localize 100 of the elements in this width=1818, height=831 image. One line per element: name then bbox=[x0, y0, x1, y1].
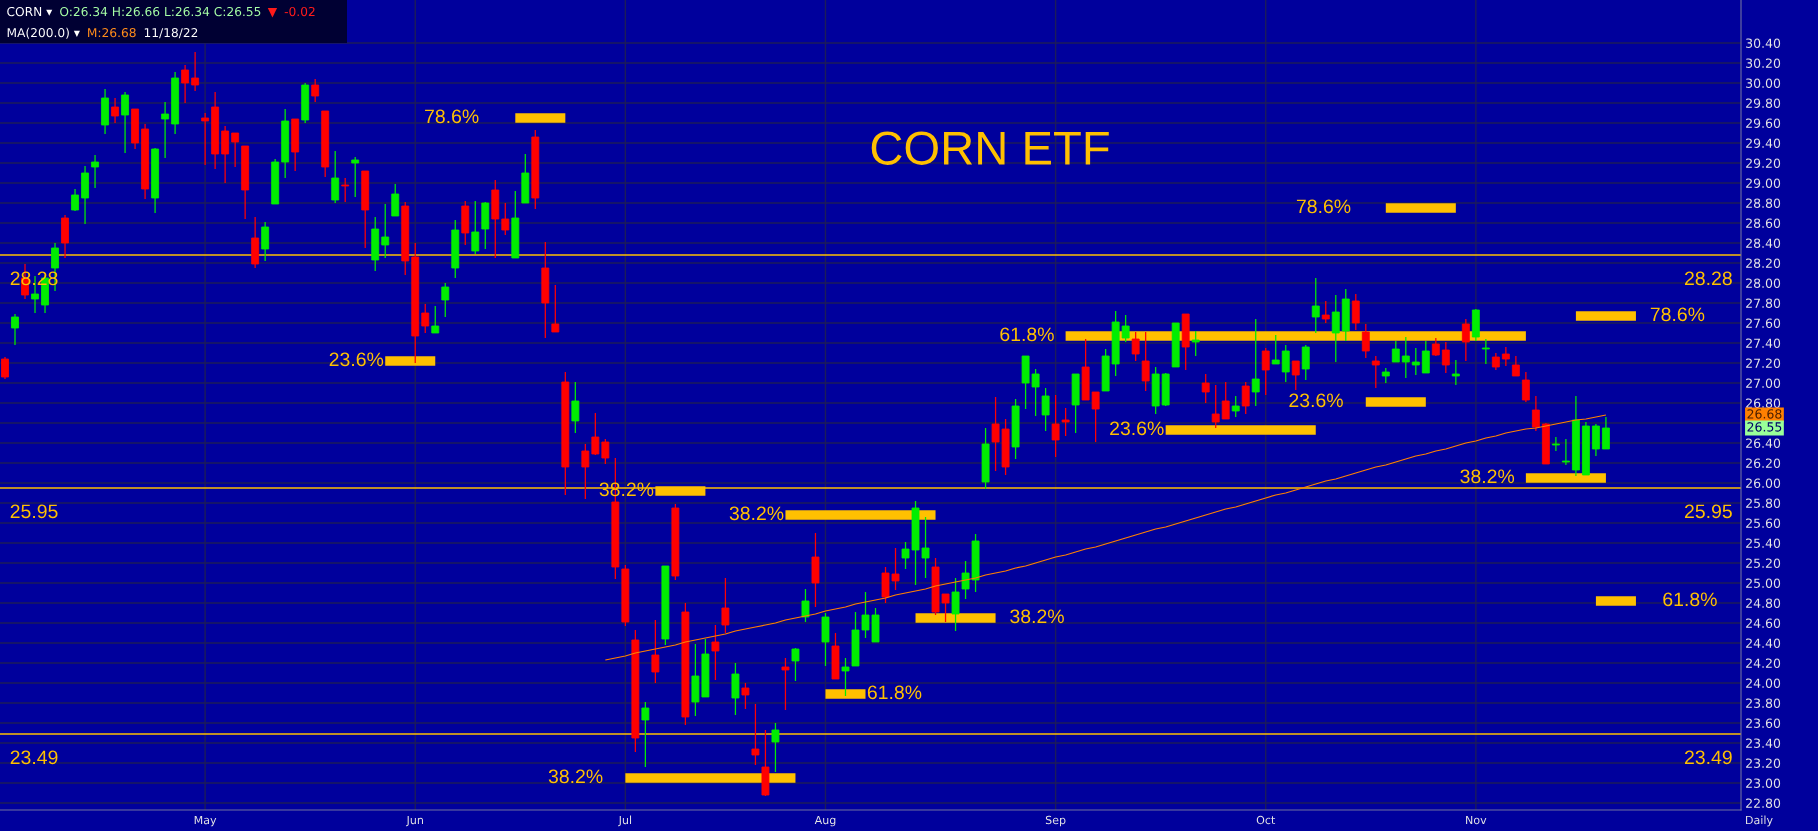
candlestick bbox=[221, 125, 230, 184]
y-tick-label: 25.80 bbox=[1746, 498, 1781, 508]
candlestick bbox=[741, 682, 750, 710]
candlestick bbox=[381, 203, 390, 259]
candlestick bbox=[121, 91, 129, 154]
candlestick bbox=[351, 156, 360, 198]
y-tick-label: 29.20 bbox=[1746, 158, 1781, 168]
candlestick bbox=[651, 619, 660, 684]
candlestick bbox=[721, 577, 730, 634]
candlestick bbox=[1271, 334, 1280, 365]
series-label: 61.8% bbox=[1663, 592, 1717, 607]
y-tick-label: 27.40 bbox=[1746, 338, 1781, 348]
ref-line-label: 23.49 bbox=[10, 750, 58, 765]
y-tick-label: 22.80 bbox=[1746, 798, 1781, 808]
annotation: -0.02 bbox=[284, 6, 315, 17]
candlestick bbox=[1531, 395, 1540, 432]
series-label: 78.6% bbox=[1650, 307, 1705, 322]
candlestick bbox=[1051, 394, 1060, 458]
y-tick-label: 30.40 bbox=[1746, 38, 1781, 48]
candlestick bbox=[1602, 416, 1610, 450]
x-tick-label: Aug bbox=[814, 815, 836, 827]
y-tick-label: 29.60 bbox=[1746, 118, 1781, 128]
candlestick bbox=[551, 284, 560, 333]
candlestick bbox=[1321, 300, 1330, 324]
candlestick bbox=[261, 221, 270, 262]
candlestick bbox=[1231, 395, 1240, 418]
candlestick bbox=[771, 722, 780, 773]
candlestick bbox=[431, 305, 440, 334]
candlestick bbox=[1501, 346, 1510, 367]
candlestick bbox=[181, 64, 190, 104]
y-tick-label: 25.00 bbox=[1746, 578, 1781, 588]
x-axis-title: Daily bbox=[1746, 815, 1773, 827]
candlestick bbox=[231, 132, 240, 168]
y-tick-label: 28.40 bbox=[1746, 238, 1781, 248]
x-tick-label: Jul bbox=[618, 815, 632, 827]
y-tick-label: 26.00 bbox=[1746, 478, 1781, 488]
y-tick-label: 28.80 bbox=[1746, 198, 1781, 208]
y-tick-label: 26.20 bbox=[1746, 458, 1781, 468]
candlestick bbox=[1331, 294, 1340, 363]
candlestick bbox=[91, 154, 99, 189]
text: 25.95 bbox=[1684, 504, 1732, 519]
y-tick-label: 24.00 bbox=[1746, 678, 1781, 688]
candlestick bbox=[421, 303, 430, 334]
y-tick-label: 28.60 bbox=[1746, 218, 1781, 228]
y-tick-label: 30.20 bbox=[1746, 58, 1781, 68]
candlestick bbox=[1, 356, 9, 380]
x-tick-label: Sep bbox=[1045, 815, 1066, 827]
candlestick bbox=[1311, 277, 1320, 334]
y-tick-label: 27.60 bbox=[1746, 318, 1781, 328]
x-tick-label: Jun bbox=[405, 815, 423, 827]
series-label: 38.2% bbox=[548, 769, 603, 784]
candlestick bbox=[1441, 341, 1450, 374]
candlestick bbox=[1421, 340, 1430, 374]
series-label: 38.2% bbox=[1010, 609, 1064, 624]
candlestick bbox=[1251, 318, 1260, 407]
series-label: 38.2% bbox=[729, 506, 784, 521]
candlestick bbox=[1041, 387, 1050, 432]
text: 26.68 bbox=[1747, 409, 1782, 419]
candlestick bbox=[731, 662, 740, 716]
candlestick bbox=[1261, 347, 1270, 396]
candlestick bbox=[1361, 323, 1370, 359]
candlestick bbox=[1351, 293, 1360, 331]
x-tick-label: Oct bbox=[1256, 815, 1276, 825]
y-tick-label: 30.00 bbox=[1746, 78, 1781, 88]
y-tick-label: 23.20 bbox=[1746, 758, 1781, 768]
candlestick bbox=[1391, 340, 1400, 363]
candlestick bbox=[711, 624, 720, 681]
candlestick bbox=[641, 701, 650, 768]
candlestick bbox=[1411, 347, 1420, 376]
candlestick bbox=[1401, 336, 1410, 379]
text: 28.28 bbox=[1684, 271, 1732, 286]
y-tick-label: 25.20 bbox=[1746, 558, 1781, 568]
y-tick-label: 27.80 bbox=[1746, 298, 1781, 308]
candlestick bbox=[791, 647, 800, 682]
series-label: 78.6% bbox=[425, 109, 479, 124]
candlestick bbox=[1561, 438, 1570, 466]
y-tick-label: 29.80 bbox=[1746, 98, 1781, 108]
y-tick-label: 23.60 bbox=[1746, 718, 1781, 728]
y-tick-label: 26.80 bbox=[1746, 398, 1781, 408]
candlestick bbox=[1461, 318, 1470, 362]
y-tick-label: 24.40 bbox=[1746, 638, 1781, 648]
y-tick-label: 26.40 bbox=[1746, 438, 1781, 448]
candlestick bbox=[1511, 355, 1520, 377]
candlestick bbox=[1221, 381, 1230, 420]
series-label: 23.6% bbox=[329, 352, 384, 367]
candlestick bbox=[1191, 330, 1200, 357]
candlestick bbox=[1481, 338, 1490, 365]
candlestick bbox=[391, 183, 400, 217]
y-tick-label: 28.20 bbox=[1746, 258, 1781, 268]
candlestick bbox=[111, 97, 119, 124]
series-label: 23.6% bbox=[1110, 421, 1164, 436]
y-tick-label: 25.60 bbox=[1746, 518, 1781, 528]
candlestick bbox=[571, 381, 580, 434]
annotation: M:26.68 bbox=[88, 28, 136, 38]
candlestick bbox=[1551, 436, 1560, 452]
annotation: ▼ bbox=[267, 8, 278, 18]
candlestick bbox=[191, 51, 200, 92]
candlestick bbox=[341, 177, 350, 203]
y-tick-label: 23.80 bbox=[1746, 698, 1781, 708]
candlestick bbox=[601, 438, 610, 465]
